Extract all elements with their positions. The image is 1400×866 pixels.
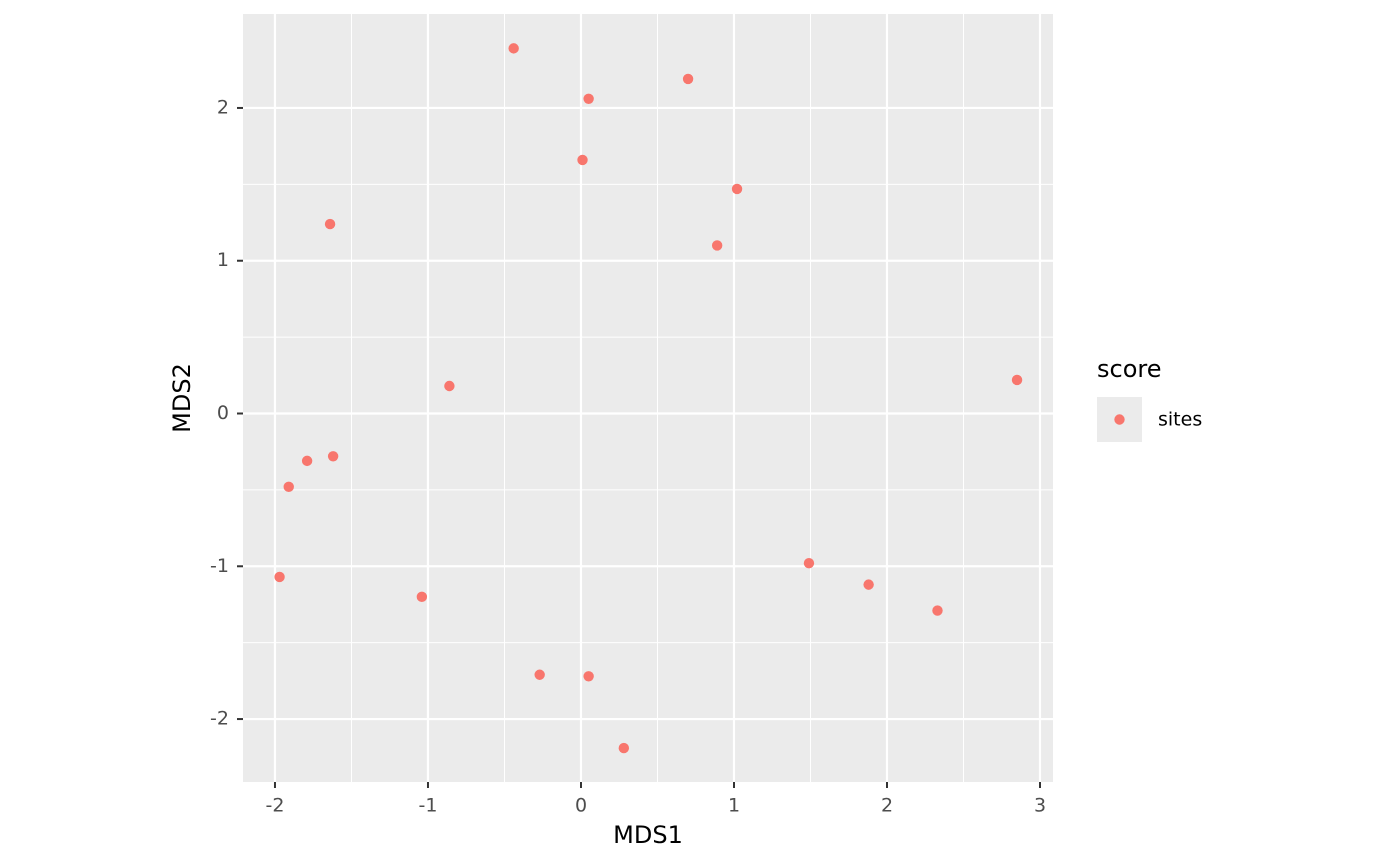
point bbox=[327, 451, 339, 462]
legend-label: sites bbox=[1158, 409, 1202, 431]
point bbox=[583, 93, 594, 104]
points bbox=[274, 43, 1023, 754]
y-tick-label: 1 bbox=[217, 249, 229, 271]
x-tick-label: 1 bbox=[728, 795, 740, 817]
y-tick-label: -2 bbox=[210, 708, 229, 730]
point bbox=[583, 671, 594, 682]
point bbox=[416, 591, 428, 603]
point bbox=[301, 455, 313, 467]
point bbox=[863, 579, 874, 590]
x-tick-label: -1 bbox=[419, 795, 438, 817]
point bbox=[534, 669, 545, 680]
legend-marker bbox=[1114, 414, 1125, 425]
y-tick-label: 0 bbox=[217, 402, 229, 424]
y-tick-label: -1 bbox=[210, 555, 229, 577]
point bbox=[1011, 374, 1023, 386]
point bbox=[274, 571, 285, 583]
x-tick-label: 0 bbox=[575, 795, 587, 817]
point bbox=[577, 154, 588, 166]
y-tick-label: 2 bbox=[217, 96, 229, 118]
point bbox=[803, 558, 815, 569]
point bbox=[711, 240, 723, 251]
point bbox=[444, 380, 455, 392]
point bbox=[618, 742, 630, 754]
legend-title: score bbox=[1097, 355, 1162, 383]
point bbox=[508, 43, 519, 54]
y-axis-title: MDS2 bbox=[168, 363, 196, 433]
x-tick-label: 3 bbox=[1034, 795, 1046, 817]
point bbox=[932, 605, 943, 616]
panel bbox=[243, 14, 1053, 782]
point bbox=[731, 183, 743, 195]
x-axis-title: MDS1 bbox=[613, 821, 683, 849]
x-tick-label: -2 bbox=[266, 795, 285, 817]
point bbox=[324, 218, 336, 230]
grid bbox=[243, 14, 1053, 782]
point bbox=[283, 481, 294, 493]
x-tick-label: 2 bbox=[881, 795, 893, 817]
point bbox=[682, 73, 694, 85]
